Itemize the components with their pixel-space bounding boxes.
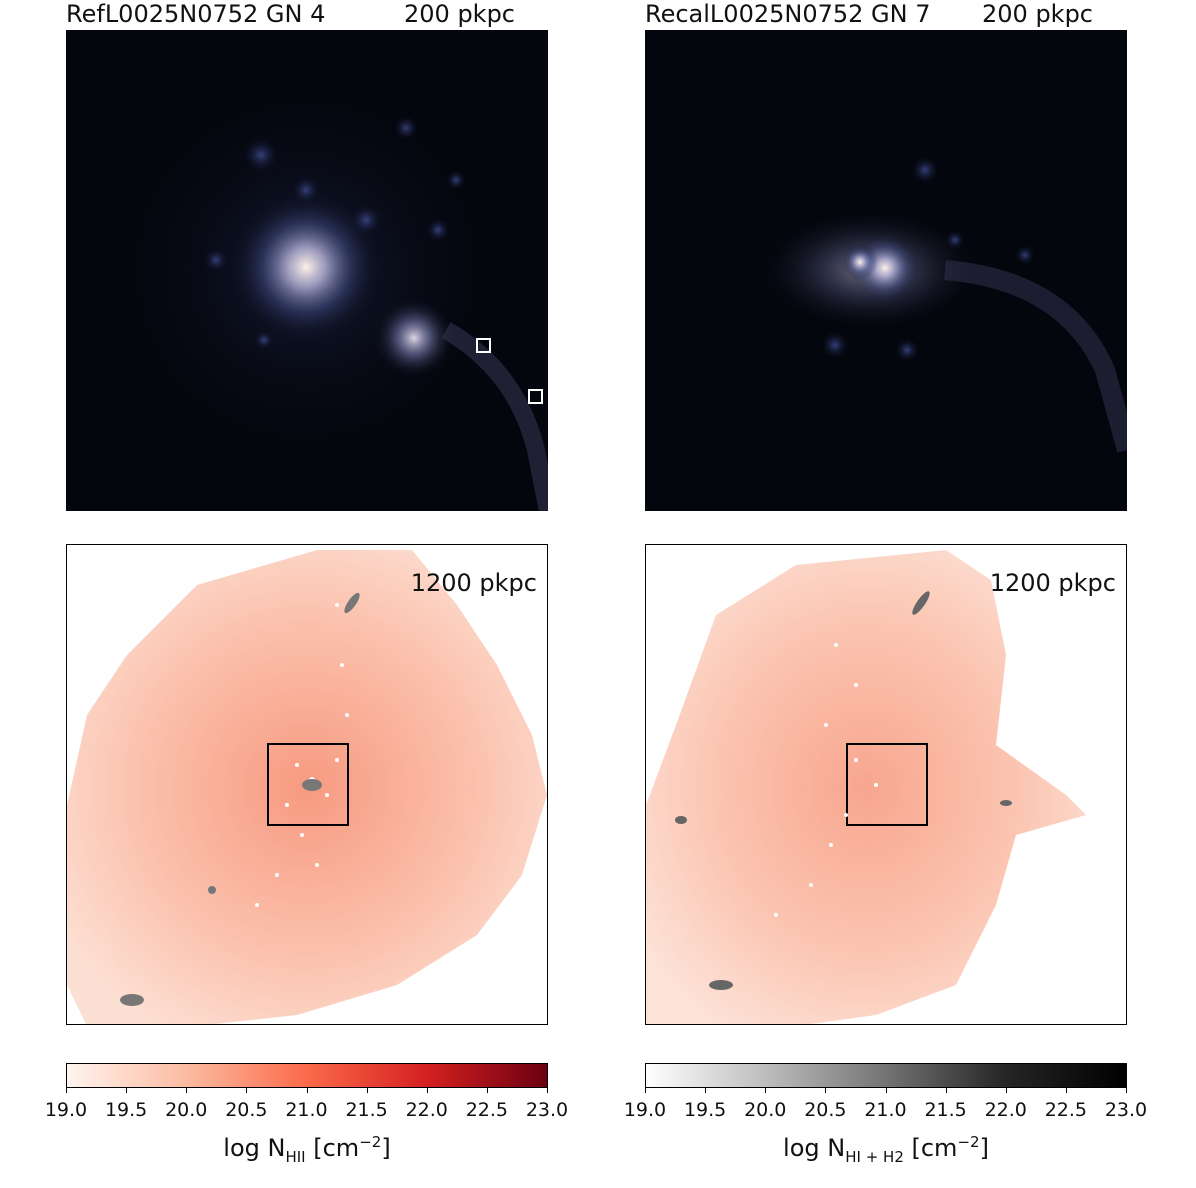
colorbar-hi-h2-tick-label: 22.5 <box>1044 1099 1088 1121</box>
colorbar-hii-tick <box>186 1088 188 1093</box>
colorbar-hi-h2-tick <box>825 1088 827 1093</box>
colorbar-hii-tick <box>426 1088 428 1093</box>
colorbar-hii-tick-label: 19.5 <box>104 1099 148 1121</box>
colorbar-hii-tick <box>486 1088 488 1093</box>
panel-scale-top-right: 200 pkpc <box>982 0 1093 28</box>
colorbar-hii-tick <box>246 1088 248 1093</box>
colorbar-hi-h2-tick <box>1065 1088 1067 1093</box>
stellar-image-left-svg <box>106 70 548 511</box>
panel-title-left: RefL0025N0752 GN 4 <box>66 0 326 28</box>
colorbar-hii-tick-label: 19.0 <box>44 1099 88 1121</box>
colorbar-hii-ticks: 19.0 19.5 20.0 20.5 21.0 21.5 22.0 22.5 23.0 <box>45 1063 568 1123</box>
colorbar-hii <box>66 1063 548 1088</box>
colorbar-hii-tick-label: 20.5 <box>225 1099 268 1121</box>
stellar-image-right <box>645 30 1127 511</box>
zoom-box <box>846 743 928 826</box>
colorbar-hii-tick <box>126 1088 128 1093</box>
gas-map-hii-svg <box>67 550 547 1024</box>
colorbar-hii-tick <box>306 1088 308 1093</box>
colorbar-hii-tick <box>547 1088 548 1093</box>
colorbar-hii-tick-label: 20.0 <box>165 1099 208 1121</box>
colorbar-hi-h2-tick <box>1005 1088 1007 1093</box>
colorbar-hi-h2-tick <box>645 1088 646 1093</box>
colorbar-hi-h2 <box>645 1063 1127 1088</box>
colorbar-hii-tick-label: 21.5 <box>345 1099 388 1121</box>
panel-scale-top-left: 200 pkpc <box>404 0 515 28</box>
colorbar-hi-h2-tick <box>945 1088 947 1093</box>
colorbar-hii-tick-label: 21.0 <box>285 1099 328 1121</box>
map-scale-right: 1200 pkpc <box>989 569 1116 597</box>
colorbar-hi-h2-tick <box>705 1088 707 1093</box>
colorbar-hii-tick-label: 22.0 <box>405 1099 448 1121</box>
zoom-box <box>267 743 349 826</box>
colorbar-hii-tick-label: 22.5 <box>465 1099 509 1121</box>
colorbar-hi-h2-ticks: 19.0 19.5 20.0 20.5 21.0 21.5 22.0 22.5 23.0 <box>624 1063 1147 1123</box>
colorbar-hi-h2-tick-label: 19.5 <box>683 1099 727 1121</box>
colorbar-hii-tick-label: 23.0 <box>525 1099 569 1121</box>
colorbar-hi-h2-tick <box>885 1088 887 1093</box>
gas-map-hii: 1200 pkpc <box>66 544 548 1025</box>
colorbar-hi-h2-tick-label: 19.0 <box>623 1099 667 1121</box>
map-scale-left: 1200 pkpc <box>410 569 537 597</box>
colorbar-hi-h2-label: log NHI + H2 [cm−2] <box>783 1133 989 1166</box>
stellar-image-left <box>66 30 548 511</box>
colorbar-hi-h2-tick <box>765 1088 767 1093</box>
colorbar-hi-h2-tick-label: 21.5 <box>924 1099 967 1121</box>
colorbar-hi-h2-tick <box>1126 1088 1127 1093</box>
gas-map-hi-h2-svg <box>646 550 1086 1024</box>
colorbar-hii-tick <box>366 1088 368 1093</box>
colorbar-hi-h2-tick-label: 22.0 <box>984 1099 1027 1121</box>
colorbar-hii-tick <box>66 1088 67 1093</box>
colorbar-hi-h2-tick-label: 23.0 <box>1104 1099 1148 1121</box>
stellar-image-right-svg <box>760 156 1127 453</box>
selection-box <box>476 338 491 353</box>
gas-map-hi-h2: 1200 pkpc <box>645 544 1127 1025</box>
panel-title-right: RecalL0025N0752 GN 7 <box>645 0 931 28</box>
selection-box <box>528 389 543 404</box>
colorbar-hii-label: log NHII [cm−2] <box>223 1133 391 1166</box>
colorbar-hi-h2-tick-label: 21.0 <box>864 1099 907 1121</box>
colorbar-hi-h2-tick-label: 20.5 <box>804 1099 847 1121</box>
colorbar-hi-h2-tick-label: 20.0 <box>744 1099 787 1121</box>
